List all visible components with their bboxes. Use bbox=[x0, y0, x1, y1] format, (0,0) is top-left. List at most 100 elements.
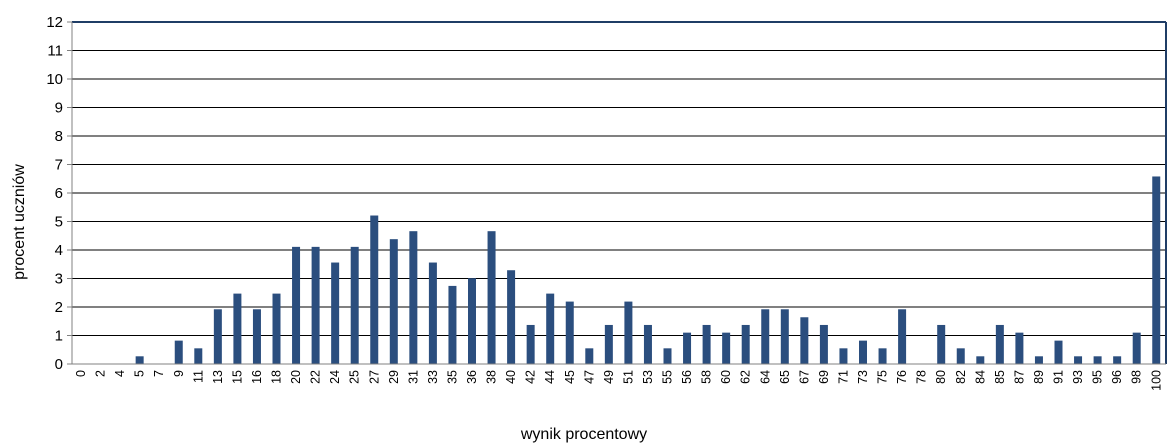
bar bbox=[409, 231, 418, 364]
bar bbox=[174, 340, 183, 364]
x-tick-label: 76 bbox=[895, 370, 909, 384]
bar bbox=[683, 332, 692, 364]
y-tick-label: 5 bbox=[55, 214, 63, 231]
x-tick-label: 0 bbox=[74, 370, 88, 377]
x-tick-label: 91 bbox=[1052, 370, 1066, 384]
y-tick-label: 6 bbox=[55, 185, 63, 202]
bar bbox=[937, 324, 946, 364]
bar bbox=[468, 278, 476, 364]
bar bbox=[1152, 176, 1161, 364]
bar bbox=[331, 262, 340, 364]
bar bbox=[233, 293, 242, 364]
x-tick-label: 78 bbox=[915, 370, 929, 384]
y-tick-label: 2 bbox=[55, 299, 63, 316]
x-tick-label: 27 bbox=[367, 370, 381, 384]
bar bbox=[311, 246, 320, 364]
x-tick-label: 55 bbox=[661, 370, 675, 384]
bar bbox=[1015, 332, 1024, 364]
x-axis-title: wynik procentowy bbox=[520, 426, 647, 443]
x-tick-label: 98 bbox=[1130, 370, 1144, 384]
x-tick-label: 47 bbox=[582, 370, 596, 384]
bar bbox=[1034, 356, 1043, 364]
x-tick-label: 64 bbox=[758, 370, 772, 384]
y-tick-label: 1 bbox=[55, 328, 63, 345]
bar bbox=[194, 348, 203, 364]
x-tick-label: 85 bbox=[993, 370, 1007, 384]
x-tick-label: 95 bbox=[1091, 370, 1105, 384]
x-tick-label: 33 bbox=[426, 370, 440, 384]
axes bbox=[67, 21, 1167, 365]
x-tick-label: 35 bbox=[445, 370, 459, 384]
x-tick-label: 51 bbox=[621, 370, 635, 384]
gridlines bbox=[72, 21, 1166, 336]
x-tick-label: 62 bbox=[739, 370, 753, 384]
x-tick-label: 44 bbox=[543, 370, 557, 384]
bar bbox=[526, 324, 535, 364]
y-tick-label: 10 bbox=[46, 71, 63, 88]
bar bbox=[1054, 340, 1063, 364]
x-tick-label: 73 bbox=[856, 370, 870, 384]
y-tick-label: 4 bbox=[55, 242, 63, 259]
y-tick-label: 0 bbox=[55, 356, 63, 373]
bar bbox=[741, 324, 750, 364]
x-tick-label: 87 bbox=[1012, 370, 1026, 384]
y-tick-label: 12 bbox=[46, 14, 63, 31]
bar bbox=[389, 239, 398, 364]
bar bbox=[487, 231, 496, 364]
bar bbox=[722, 332, 731, 364]
bar bbox=[859, 340, 867, 364]
bars bbox=[135, 176, 1161, 364]
bar bbox=[643, 324, 652, 364]
x-tick-label: 71 bbox=[836, 370, 850, 384]
bar bbox=[1093, 356, 1102, 364]
x-tick-label: 18 bbox=[270, 370, 284, 384]
y-tick-label: 3 bbox=[55, 271, 63, 288]
x-tick-label: 96 bbox=[1110, 370, 1124, 384]
bar bbox=[585, 348, 594, 364]
x-tick-label: 84 bbox=[973, 370, 987, 384]
x-tick-label: 29 bbox=[387, 370, 401, 384]
y-tick-label: 8 bbox=[55, 128, 63, 145]
bar bbox=[1113, 356, 1122, 364]
x-tick-label: 22 bbox=[309, 370, 323, 384]
x-tick-label: 80 bbox=[934, 370, 948, 384]
x-tick-label: 25 bbox=[348, 370, 362, 384]
x-tick-label: 100 bbox=[1149, 370, 1163, 391]
x-tick-label: 36 bbox=[465, 370, 479, 384]
bar bbox=[780, 309, 789, 364]
x-tick-label: 38 bbox=[485, 370, 499, 384]
x-tick-label: 45 bbox=[563, 370, 577, 384]
x-tick-label: 65 bbox=[778, 370, 792, 384]
x-tick-label: 16 bbox=[250, 370, 264, 384]
bar bbox=[976, 356, 985, 364]
bar bbox=[448, 285, 457, 364]
y-tick-label: 11 bbox=[47, 43, 63, 60]
y-tick-label: 9 bbox=[55, 100, 63, 117]
x-tick-label: 11 bbox=[191, 370, 205, 383]
x-tick-label: 58 bbox=[700, 370, 714, 384]
bar bbox=[898, 309, 907, 364]
bar bbox=[663, 348, 672, 364]
x-tick-label: 13 bbox=[211, 370, 225, 384]
x-tick-label: 4 bbox=[113, 370, 127, 377]
x-tick-label: 7 bbox=[152, 370, 166, 377]
bar bbox=[252, 309, 261, 364]
bar bbox=[135, 356, 144, 364]
x-tick-label: 93 bbox=[1071, 370, 1085, 384]
x-tick-label: 69 bbox=[817, 370, 831, 384]
x-tick-labels: 0 2 4 5 7 9 11 13 15 16 18 20 22 24 25 27 29 31 33 35 36 38 40… bbox=[74, 370, 1163, 391]
bar bbox=[1074, 356, 1083, 364]
bar bbox=[995, 324, 1004, 364]
x-tick-label: 49 bbox=[602, 370, 616, 384]
x-tick-label: 24 bbox=[328, 370, 342, 384]
bar bbox=[1132, 332, 1141, 364]
x-tick-label: 60 bbox=[719, 370, 733, 384]
bar bbox=[546, 293, 555, 364]
x-tick-label: 42 bbox=[524, 370, 538, 384]
x-tick-label: 20 bbox=[289, 370, 303, 384]
bar bbox=[839, 348, 848, 364]
x-tick-label: 2 bbox=[94, 370, 108, 377]
bar bbox=[272, 293, 281, 364]
